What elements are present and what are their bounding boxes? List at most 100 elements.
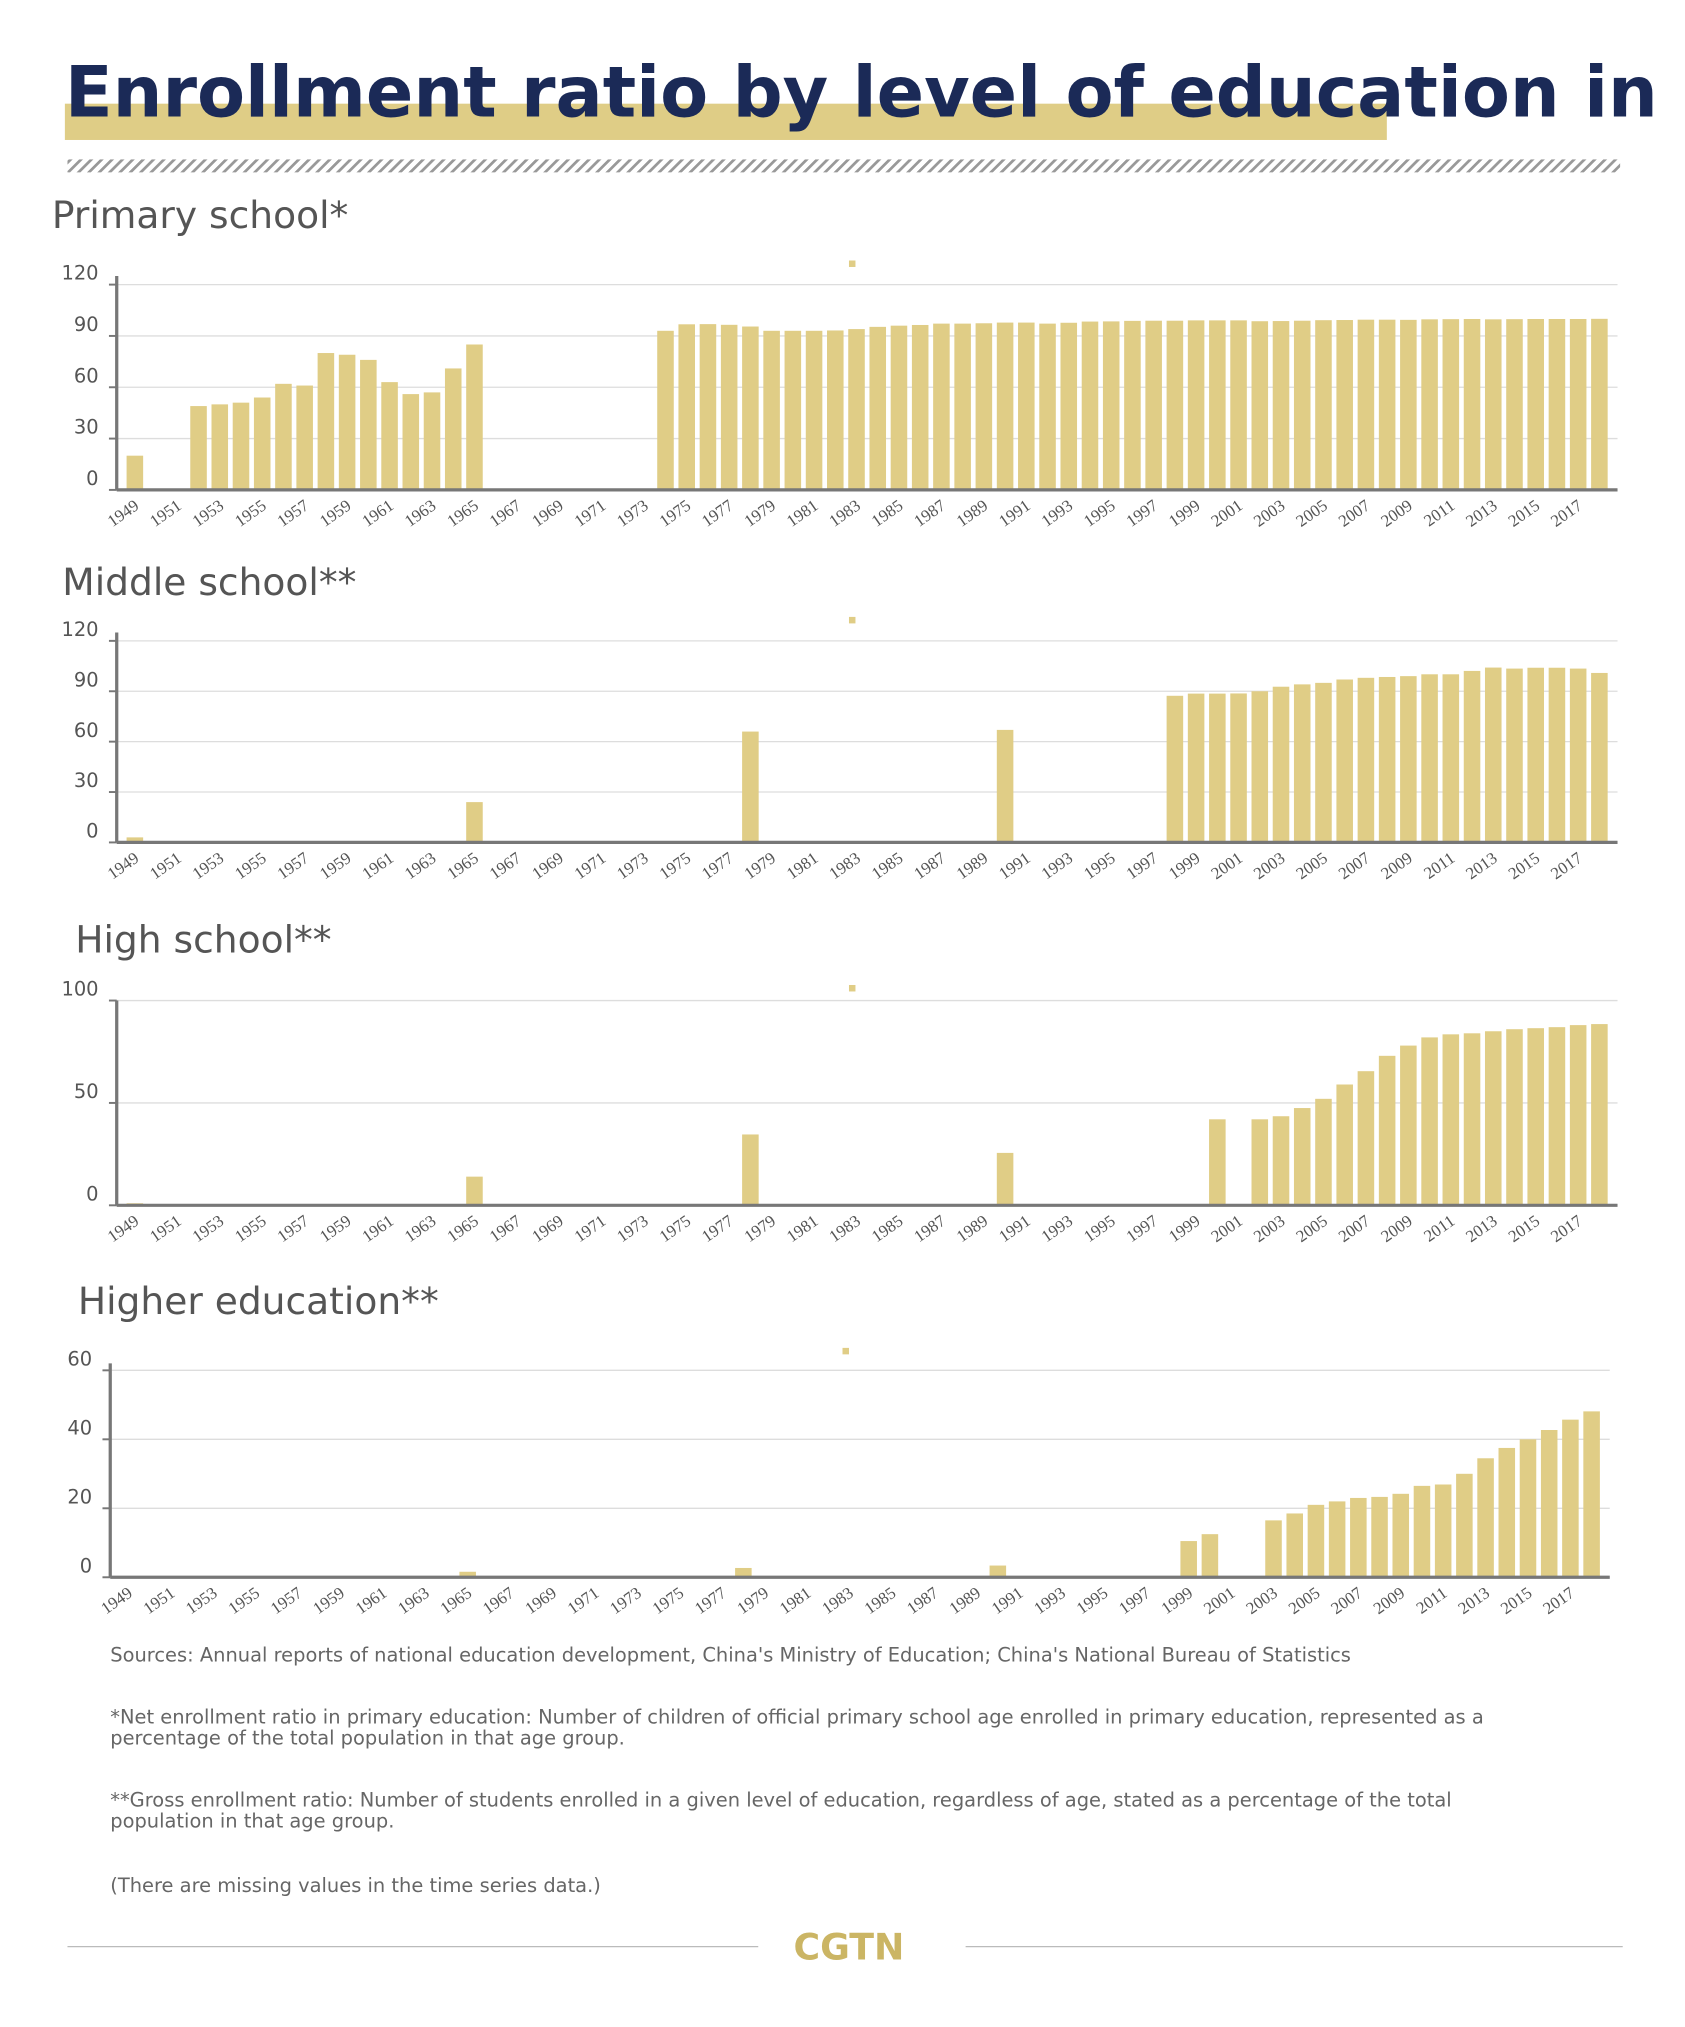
bar bbox=[459, 1571, 476, 1578]
x-tick-label: 1999 bbox=[1165, 496, 1203, 531]
x-tick-label: 2009 bbox=[1377, 1211, 1415, 1246]
bar bbox=[1357, 319, 1375, 490]
x-tick-label: 2001 bbox=[1200, 1583, 1238, 1618]
x-tick-label: 1959 bbox=[316, 1211, 354, 1246]
bar bbox=[317, 353, 335, 490]
bar bbox=[1591, 672, 1608, 843]
bar bbox=[1187, 693, 1205, 843]
bar bbox=[996, 322, 1014, 490]
bar bbox=[1315, 320, 1332, 490]
bar bbox=[1336, 679, 1353, 843]
y-tick-label: 60 bbox=[74, 719, 99, 742]
bar bbox=[1506, 668, 1523, 843]
bar bbox=[1463, 1033, 1481, 1206]
x-tick-label: 1955 bbox=[231, 848, 269, 883]
y-tick-label: 40 bbox=[67, 1416, 92, 1439]
x-tick-label: 1987 bbox=[910, 496, 948, 531]
bar bbox=[1180, 1541, 1197, 1578]
x-tick-label: 1981 bbox=[783, 496, 821, 531]
x-tick-label: 1985 bbox=[868, 1211, 906, 1246]
x-tick-label: 1993 bbox=[1038, 496, 1076, 531]
x-tick-label: 2017 bbox=[1539, 1583, 1577, 1618]
logo: CGTN bbox=[794, 1926, 905, 1969]
bar bbox=[296, 385, 313, 490]
bar bbox=[190, 406, 207, 490]
bar bbox=[1506, 1029, 1523, 1206]
bar bbox=[1293, 320, 1311, 490]
x-tick-label: 1951 bbox=[146, 1211, 184, 1246]
bar bbox=[1166, 320, 1184, 490]
bar bbox=[1484, 667, 1502, 843]
bar bbox=[784, 330, 802, 490]
x-tick-label: 1955 bbox=[231, 1211, 269, 1246]
bar bbox=[742, 1134, 759, 1206]
y-tick-label: 50 bbox=[74, 1080, 99, 1103]
x-tick-label: 2003 bbox=[1250, 496, 1288, 531]
bar bbox=[1378, 676, 1396, 843]
bar bbox=[1400, 1045, 1417, 1206]
x-tick-label: 1991 bbox=[995, 848, 1033, 883]
x-tick-label: 1997 bbox=[1123, 848, 1161, 883]
bar bbox=[742, 326, 759, 490]
x-tick-label: 1979 bbox=[741, 1211, 779, 1246]
x-tick-label: 1951 bbox=[146, 496, 184, 531]
bar bbox=[869, 326, 887, 490]
x-tick-label: 1967 bbox=[486, 496, 524, 531]
x-tick-label: 1965 bbox=[443, 496, 481, 531]
x-tick-label: 2017 bbox=[1547, 496, 1585, 531]
bar bbox=[126, 455, 144, 490]
x-tick-label: 1979 bbox=[734, 1583, 772, 1618]
x-tick-label: 2013 bbox=[1462, 496, 1500, 531]
bar bbox=[1527, 1028, 1544, 1206]
x-tick-label: 1977 bbox=[698, 496, 736, 531]
x-tick-label: 1989 bbox=[953, 848, 991, 883]
x-tick-label: 2001 bbox=[1208, 496, 1246, 531]
x-tick-label: 2009 bbox=[1377, 848, 1415, 883]
x-tick-label: 2015 bbox=[1505, 496, 1543, 531]
footnote: population in that age group. bbox=[110, 1809, 394, 1832]
x-tick-label: 1953 bbox=[189, 496, 227, 531]
x-tick-label: 1991 bbox=[995, 496, 1033, 531]
bar bbox=[1336, 320, 1353, 490]
y-tick-label: 0 bbox=[86, 820, 98, 843]
bar bbox=[1442, 1034, 1460, 1206]
x-tick-label: 2015 bbox=[1497, 1583, 1535, 1618]
x-tick-label: 1963 bbox=[401, 496, 439, 531]
bar bbox=[1357, 1071, 1375, 1206]
x-tick-label: 2005 bbox=[1285, 1583, 1323, 1618]
x-tick-label: 1975 bbox=[649, 1583, 687, 1618]
bar bbox=[1230, 693, 1247, 843]
bar bbox=[1527, 667, 1544, 843]
x-tick-label: 1973 bbox=[613, 1211, 651, 1246]
bar bbox=[720, 324, 738, 490]
x-tick-label: 1989 bbox=[953, 496, 991, 531]
x-tick-label: 1997 bbox=[1123, 496, 1161, 531]
x-tick-label: 2011 bbox=[1420, 1211, 1458, 1246]
x-tick-label: 1981 bbox=[776, 1583, 814, 1618]
y-tick-label: 30 bbox=[74, 416, 99, 439]
y-tick-label: 60 bbox=[74, 364, 99, 387]
bar bbox=[996, 729, 1014, 843]
bar bbox=[1463, 670, 1481, 843]
x-tick-label: 2001 bbox=[1208, 848, 1246, 883]
x-tick-label: 2015 bbox=[1505, 848, 1543, 883]
y-tick-label: 0 bbox=[80, 1554, 92, 1577]
x-tick-label: 1983 bbox=[826, 1211, 864, 1246]
x-tick-label: 1981 bbox=[783, 848, 821, 883]
x-tick-label: 1991 bbox=[995, 1211, 1033, 1246]
bar bbox=[444, 368, 462, 490]
x-tick-label: 2009 bbox=[1370, 1583, 1408, 1618]
bar bbox=[1124, 320, 1141, 490]
decor-dot bbox=[848, 984, 856, 992]
x-tick-label: 2007 bbox=[1335, 1211, 1373, 1246]
x-tick-label: 1977 bbox=[698, 848, 736, 883]
y-tick-label: 20 bbox=[67, 1485, 92, 1508]
bar bbox=[338, 354, 356, 490]
x-tick-label: 1957 bbox=[267, 1583, 305, 1618]
bar bbox=[1293, 1108, 1311, 1206]
bar bbox=[805, 330, 823, 490]
bar bbox=[763, 330, 780, 490]
x-tick-label: 1961 bbox=[352, 1583, 390, 1618]
